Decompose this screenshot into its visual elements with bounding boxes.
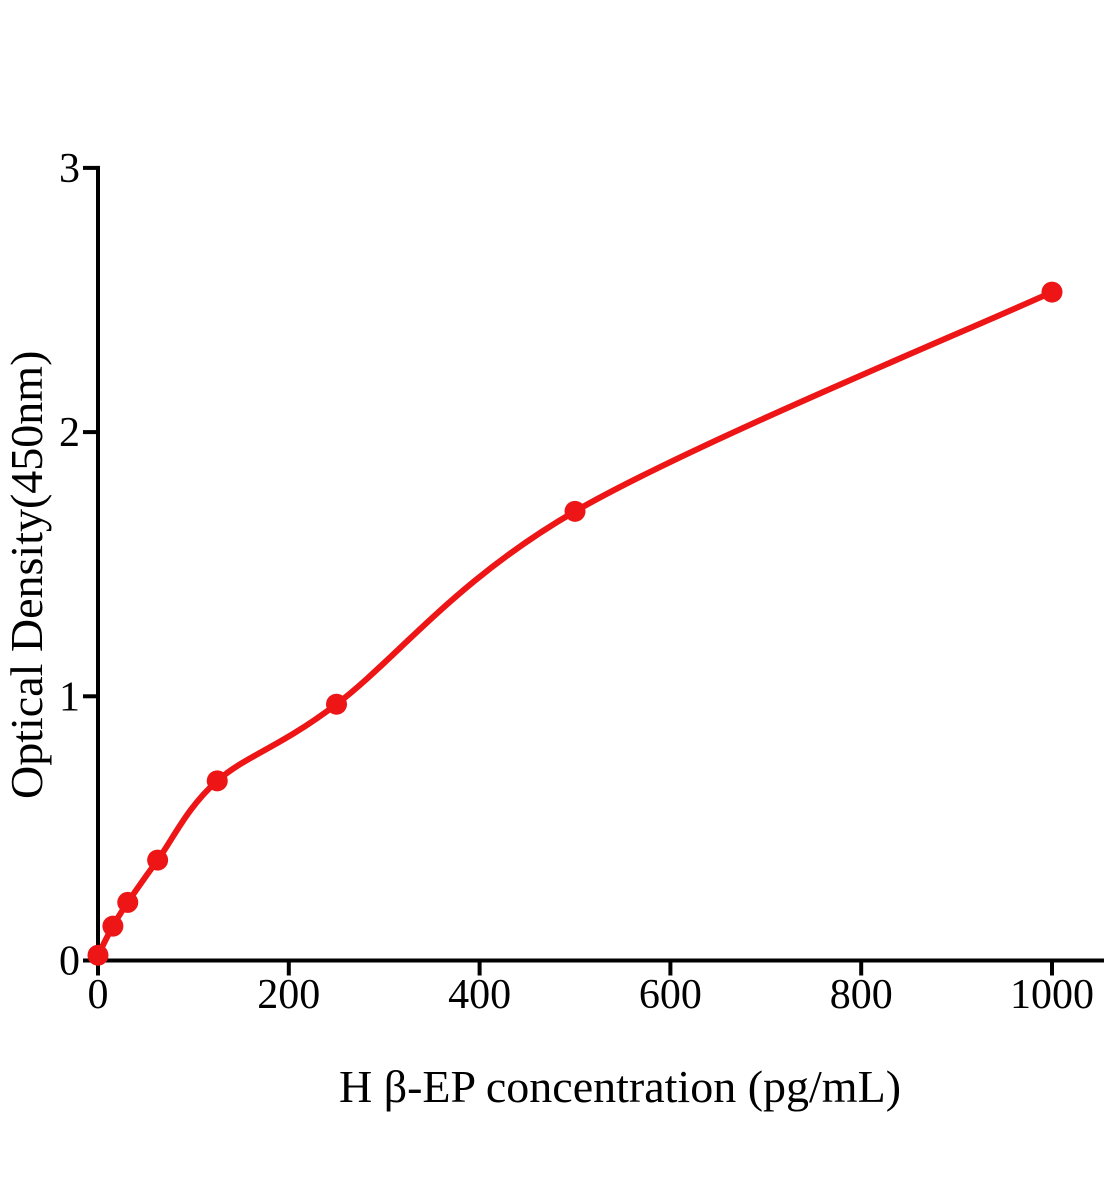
y-tick-label: 1 (59, 674, 80, 720)
data-point (206, 770, 228, 792)
y-axis-title: Optical Density(450nm) (1, 350, 52, 800)
x-tick-label: 0 (88, 972, 109, 1018)
data-point (564, 500, 586, 522)
data-point (117, 891, 139, 913)
data-point (147, 849, 169, 871)
y-tick-label: 2 (59, 410, 80, 456)
data-point (102, 915, 124, 937)
x-axis-title: H β-EP concentration (pg/mL) (338, 1061, 902, 1112)
data-point (326, 693, 347, 715)
data-point-markers (87, 281, 1063, 966)
data-point (87, 944, 109, 966)
x-tick-label: 600 (639, 972, 702, 1018)
x-tick-label: 200 (257, 972, 320, 1018)
y-tick-label: 0 (59, 939, 80, 985)
x-tick-label: 1000 (1010, 972, 1094, 1018)
data-point (1041, 281, 1063, 303)
y-tick-label: 3 (59, 146, 80, 192)
standard-curve-line (95, 289, 1055, 959)
x-tick-label: 400 (448, 972, 511, 1018)
y-axis-ticks: 0 1 2 3 (59, 146, 96, 985)
x-tick-label: 800 (830, 972, 893, 1018)
x-axis-ticks: 0 200 400 600 800 1000 (88, 962, 1094, 1018)
